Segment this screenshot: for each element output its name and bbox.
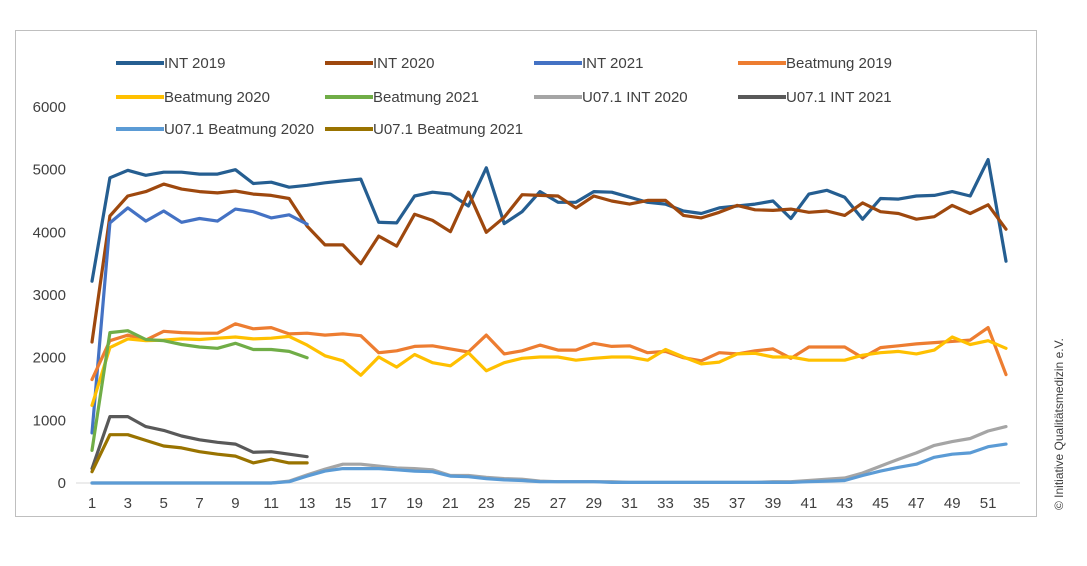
- x-tick-label: 35: [693, 495, 710, 512]
- y-tick-label: 0: [58, 475, 66, 492]
- series-line-5: [90, 329, 309, 452]
- x-tick-label: 5: [160, 495, 168, 512]
- series-lines: [90, 158, 1008, 485]
- y-tick-label: 6000: [33, 99, 66, 116]
- x-tick-label: 29: [585, 495, 602, 512]
- x-tick-label: 13: [299, 495, 316, 512]
- legend-label: Beatmung 2020: [164, 89, 270, 106]
- x-tick-label: 19: [406, 495, 423, 512]
- legend-label: U07.1 INT 2020: [582, 89, 688, 106]
- series-line-9: [90, 433, 309, 474]
- x-tick-label: 39: [765, 495, 782, 512]
- series-line-1: [90, 182, 1008, 344]
- y-tick-label: 3000: [33, 287, 66, 304]
- x-tick-label: 15: [335, 495, 352, 512]
- x-tick-label: 33: [657, 495, 674, 512]
- chart-frame: 0 1000 2000 3000 4000 5000 6000 1 3 5 7 9 11 13 15 17 1…: [15, 30, 1037, 517]
- x-tick-label: 1: [88, 495, 96, 512]
- legend-label: U07.1 Beatmung 2020: [164, 121, 314, 138]
- x-tick-label: 51: [980, 495, 997, 512]
- x-tick-label: 25: [514, 495, 531, 512]
- legend-label: Beatmung 2021: [373, 89, 479, 106]
- x-tick-label: 31: [621, 495, 638, 512]
- series-line-7: [90, 415, 309, 471]
- y-tick-label: 4000: [33, 224, 66, 241]
- x-tick-label: 41: [801, 495, 818, 512]
- x-tick-label: 45: [872, 495, 889, 512]
- y-tick-label: 5000: [33, 162, 66, 179]
- x-tick-label: 9: [231, 495, 239, 512]
- legend: INT 2019 INT 2020 INT 2021 Beatmung 2019 Bea…: [116, 55, 892, 138]
- series-line-3: [90, 322, 1008, 382]
- legend-label: U07.1 INT 2021: [786, 89, 892, 106]
- series-line-4: [90, 334, 1008, 407]
- x-tick-label: 17: [370, 495, 387, 512]
- x-tick-label: 27: [550, 495, 567, 512]
- x-tick-label: 3: [124, 495, 132, 512]
- legend-label: Beatmung 2019: [786, 55, 892, 72]
- series-line-8: [90, 442, 1008, 485]
- series-line-2: [90, 206, 309, 435]
- y-tick-label: 2000: [33, 350, 66, 367]
- x-axis-ticks: 1 3 5 7 9 11 13 15 17 19 21 23 25 27 29 31 33 35 37 39 41 43 4…: [88, 495, 997, 512]
- legend-label: INT 2020: [373, 55, 434, 72]
- legend-label: INT 2019: [164, 55, 225, 72]
- x-tick-label: 49: [944, 495, 961, 512]
- x-tick-label: 47: [908, 495, 925, 512]
- series-line-0: [90, 158, 1008, 283]
- y-axis-ticks: 0 1000 2000 3000 4000 5000 6000: [33, 99, 66, 492]
- copyright-notice: © Initiative Qualitätsmedizin e.V.: [1052, 338, 1066, 510]
- legend-label: U07.1 Beatmung 2021: [373, 121, 523, 138]
- x-tick-label: 43: [836, 495, 853, 512]
- x-tick-label: 21: [442, 495, 459, 512]
- x-tick-label: 7: [195, 495, 203, 512]
- x-tick-label: 11: [263, 495, 279, 512]
- y-tick-label: 1000: [33, 412, 66, 429]
- x-tick-label: 37: [729, 495, 746, 512]
- x-tick-label: 23: [478, 495, 495, 512]
- legend-label: INT 2021: [582, 55, 643, 72]
